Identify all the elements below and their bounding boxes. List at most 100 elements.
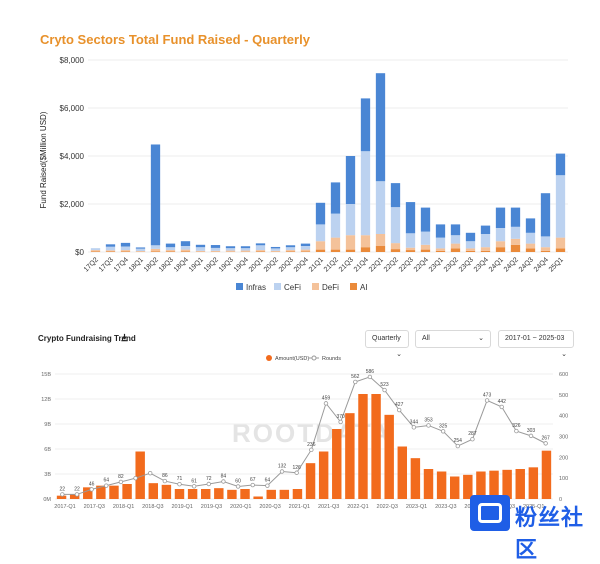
rounds-point (61, 493, 65, 497)
right-y-tick-label: 100 (559, 476, 568, 482)
amount-bar (188, 489, 197, 499)
rounds-data-label: 61 (191, 478, 197, 484)
left-y-tick-label: 15B (41, 372, 51, 378)
rounds-point (427, 424, 431, 428)
legend-rounds-swatch (312, 356, 316, 360)
legend-amount-swatch (266, 355, 272, 361)
rounds-point (251, 483, 255, 487)
rounds-point (529, 434, 533, 438)
amount-bar (319, 452, 328, 500)
amount-bar (214, 488, 223, 499)
rounds-point (485, 399, 489, 403)
x-tick-label: 2022-Q1 (347, 504, 368, 510)
rounds-point (222, 480, 226, 484)
amount-bar (345, 413, 354, 499)
rounds-point (515, 429, 519, 433)
rounds-point (236, 485, 240, 489)
legend-rounds-label: Rounds (322, 356, 341, 362)
rounds-point (266, 484, 270, 488)
amount-bar (280, 490, 289, 499)
left-y-tick-label: 3B (44, 472, 51, 478)
amount-bar (424, 469, 433, 499)
rounds-point (119, 480, 123, 484)
amount-bar (109, 486, 118, 499)
rounds-point (544, 442, 548, 446)
rounds-data-label: 523 (380, 382, 389, 388)
rounds-point (280, 470, 284, 474)
amount-bar (358, 394, 367, 499)
right-y-tick-label: 500 (559, 393, 568, 399)
rounds-point (353, 380, 357, 384)
rounds-point (368, 375, 372, 379)
rounds-point (178, 482, 182, 486)
rounds-data-label: 586 (366, 369, 375, 375)
x-tick-label: 2020-Q1 (230, 504, 251, 510)
right-y-tick-label: 600 (559, 372, 568, 378)
amount-bar (371, 394, 380, 499)
amount-bar (398, 447, 407, 500)
fundraising-trend-chart: 0M3B6B9B12B15B0100200300400500600Amount(… (0, 0, 600, 535)
rounds-data-label: 287 (468, 431, 477, 437)
x-tick-label: 2021-Q3 (318, 504, 339, 510)
amount-bar (306, 463, 315, 499)
left-y-tick-label: 0M (43, 497, 51, 503)
amount-bar (240, 489, 249, 499)
rounds-data-label: 82 (118, 474, 124, 480)
rounds-point (148, 471, 152, 475)
rounds-data-label: 459 (322, 395, 331, 401)
amount-bar (175, 489, 184, 499)
rounds-data-label: 126 (293, 465, 302, 471)
rounds-data-label: 427 (395, 402, 404, 408)
x-tick-label: 2017-Q1 (54, 504, 75, 510)
amount-bar (267, 490, 276, 499)
legend-amount-label: Amount(USD) (275, 356, 309, 362)
amount-bar (201, 489, 210, 499)
left-y-tick-label: 12B (41, 397, 51, 403)
x-tick-label: 2018-Q1 (113, 504, 134, 510)
rounds-data-label: 236 (307, 442, 316, 448)
rounds-point (397, 408, 401, 412)
x-tick-label: 2019-Q1 (171, 504, 192, 510)
amount-bar (253, 497, 262, 500)
amount-bar (529, 467, 538, 499)
rounds-data-label: 344 (410, 419, 419, 425)
rounds-data-label: 22 (60, 486, 66, 492)
rounds-data-label: 64 (265, 478, 271, 484)
x-tick-label: 2023-Q3 (435, 504, 456, 510)
amount-bar (450, 477, 459, 500)
x-tick-label: 2020-Q3 (259, 504, 280, 510)
rounds-data-label: 84 (221, 474, 227, 480)
amount-bar (162, 485, 171, 499)
rounds-data-label: 267 (542, 435, 551, 441)
rounds-data-label: 473 (483, 392, 492, 398)
rounds-data-label: 132 (278, 464, 287, 470)
brand-watermark-text: 粉丝社区 (515, 500, 600, 564)
x-tick-label: 2023-Q1 (406, 504, 427, 510)
rounds-data-label: 254 (454, 438, 463, 444)
rounds-data-label: 370 (336, 414, 345, 420)
rounds-point (412, 426, 416, 430)
right-y-tick-label: 200 (559, 455, 568, 461)
rounds-point (456, 444, 460, 448)
left-y-tick-label: 6B (44, 447, 51, 453)
rounds-point (339, 420, 343, 424)
amount-bar (227, 490, 236, 499)
rounds-point (500, 405, 504, 409)
rounds-data-label: 353 (424, 417, 433, 423)
x-tick-label: 2022-Q3 (377, 504, 398, 510)
rounds-data-label: 60 (235, 479, 241, 485)
amount-bar (411, 458, 420, 499)
rounds-data-label: 46 (89, 481, 95, 487)
rounds-data-label: 22 (74, 486, 80, 492)
rounds-data-label: 67 (250, 477, 256, 483)
rounds-data-label: 86 (162, 473, 168, 479)
x-tick-label: 2018-Q3 (142, 504, 163, 510)
right-y-tick-label: 300 (559, 435, 568, 441)
rounds-point (192, 484, 196, 488)
rounds-point (310, 448, 314, 452)
right-y-tick-label: 400 (559, 414, 568, 420)
rounds-point (383, 388, 387, 392)
left-y-tick-label: 9B (44, 422, 51, 428)
rounds-point (75, 493, 79, 497)
x-tick-label: 2017-Q3 (84, 504, 105, 510)
